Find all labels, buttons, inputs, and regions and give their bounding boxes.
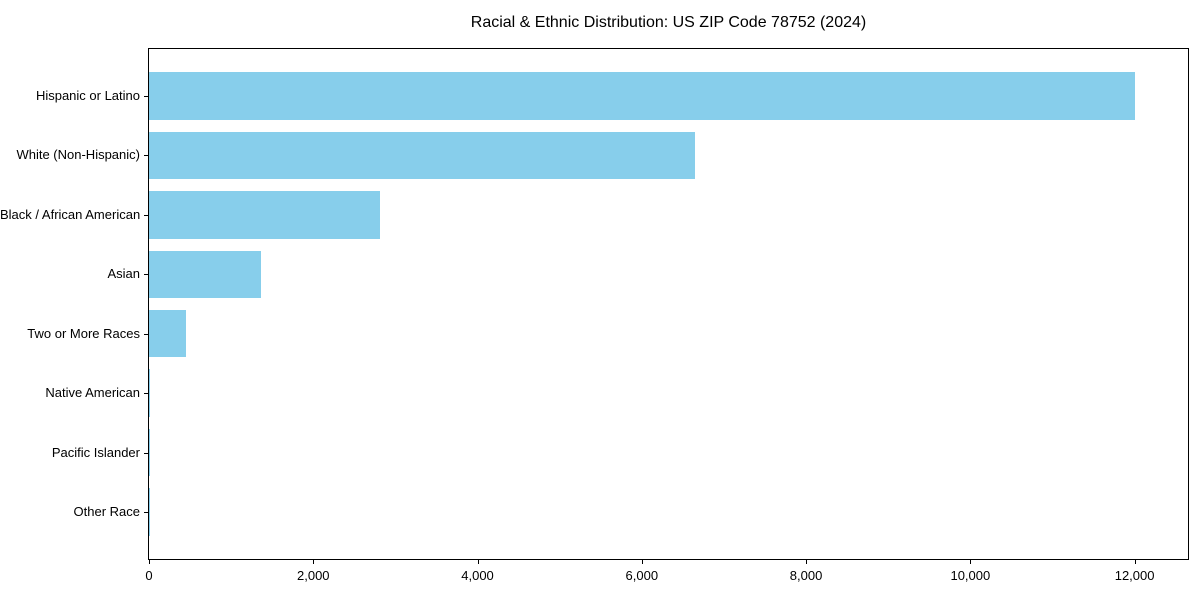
x-tick-mark <box>149 560 150 564</box>
y-tick-label-pacific-islander: Pacific Islander <box>51 444 140 460</box>
x-tick-label: 4,000 <box>461 568 494 583</box>
y-tick-label-two-or-more-races: Two or More Races <box>27 325 140 341</box>
y-tick-label-white-non-hispanic: White (Non-Hispanic) <box>16 147 140 163</box>
y-tick-mark <box>144 155 148 157</box>
y-tick-label-hispanic-or-latino: Hispanic or Latino <box>35 87 140 103</box>
y-tick-label-asian: Asian <box>107 266 140 282</box>
x-tick-mark <box>970 560 972 564</box>
x-tick-mark <box>477 560 479 564</box>
x-tick-label: 8,000 <box>789 568 823 583</box>
y-tick-label-black-african-american: Black / African American <box>0 206 141 222</box>
x-tick-label: 6,000 <box>625 568 659 583</box>
bar-white-non-hispanic <box>149 131 696 180</box>
y-tick-mark <box>144 393 148 395</box>
y-tick-mark <box>144 274 148 276</box>
x-tick-label: 10,000 <box>950 568 991 583</box>
y-tick-mark <box>144 452 148 454</box>
y-tick-mark <box>144 512 148 514</box>
x-tick-label: 2,000 <box>296 568 330 583</box>
chart-title: Racial & Ethnic Distribution: US ZIP Cod… <box>470 14 867 31</box>
x-tick-mark <box>806 560 808 564</box>
y-tick-mark <box>144 333 148 335</box>
plot-area <box>148 48 1189 560</box>
x-tick-mark <box>641 560 643 564</box>
x-tick-label: 0 <box>145 568 153 583</box>
y-tick-label-other-race: Other Race <box>73 504 140 520</box>
x-tick-label: 12,000 <box>1114 568 1155 583</box>
x-tick-mark <box>313 560 315 564</box>
bar-native-american <box>149 369 150 417</box>
y-tick-label-native-american: Native American <box>45 385 140 401</box>
y-tick-mark <box>144 95 148 97</box>
bar-black-african-american <box>149 191 381 239</box>
bar-two-or-more-races <box>149 309 187 358</box>
y-tick-mark <box>144 214 148 216</box>
bar-hispanic-or-latino <box>149 72 1136 120</box>
x-tick-mark <box>1134 560 1136 564</box>
bar-asian <box>149 250 261 299</box>
